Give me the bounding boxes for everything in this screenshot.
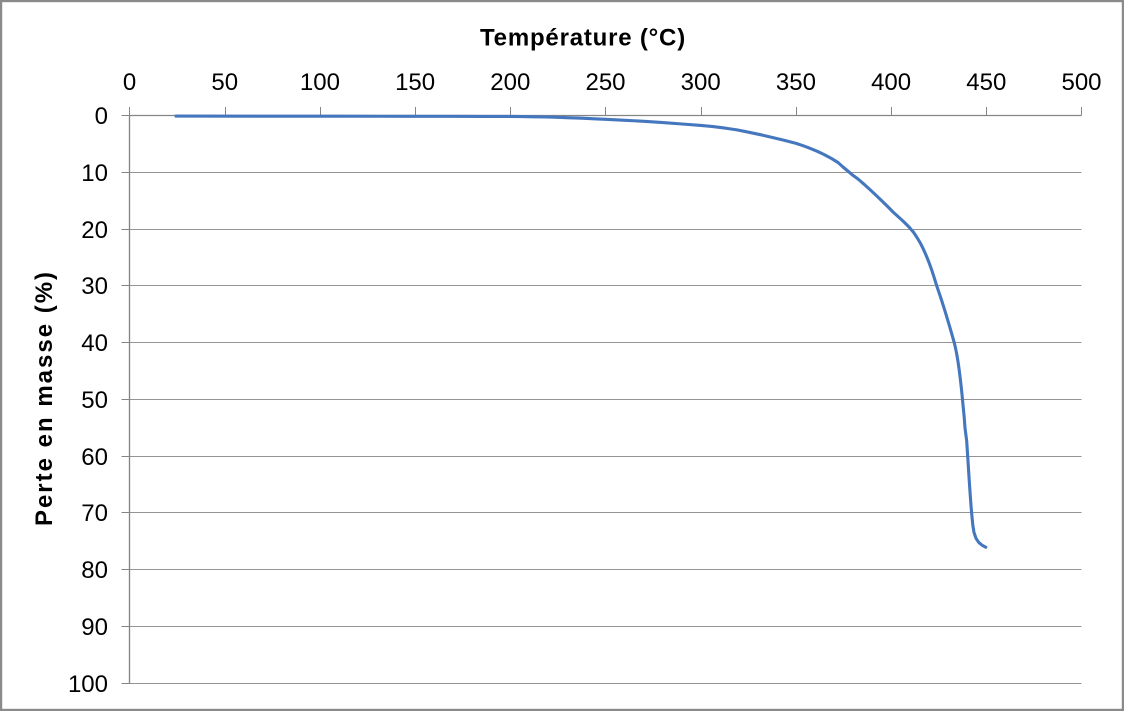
svg-text:Température (°C): Température (°C) (480, 25, 686, 52)
svg-text:0: 0 (123, 69, 136, 96)
svg-text:50: 50 (211, 69, 238, 96)
svg-text:70: 70 (81, 500, 108, 527)
svg-text:100: 100 (68, 671, 108, 698)
svg-text:40: 40 (81, 330, 108, 357)
svg-text:Perte en masse (%): Perte en masse (%) (31, 270, 58, 526)
svg-text:10: 10 (81, 160, 108, 187)
svg-text:100: 100 (300, 69, 340, 96)
svg-text:60: 60 (81, 444, 108, 471)
svg-text:30: 30 (81, 273, 108, 300)
svg-text:80: 80 (81, 557, 108, 584)
svg-text:500: 500 (1061, 69, 1101, 96)
svg-text:300: 300 (681, 69, 721, 96)
svg-text:50: 50 (81, 387, 108, 414)
svg-text:250: 250 (585, 69, 625, 96)
svg-text:350: 350 (776, 69, 816, 96)
svg-text:200: 200 (490, 69, 530, 96)
svg-text:400: 400 (871, 69, 911, 96)
svg-text:450: 450 (966, 69, 1006, 96)
svg-text:20: 20 (81, 217, 108, 244)
svg-text:150: 150 (395, 69, 435, 96)
svg-text:90: 90 (81, 614, 108, 641)
svg-text:0: 0 (95, 103, 108, 130)
